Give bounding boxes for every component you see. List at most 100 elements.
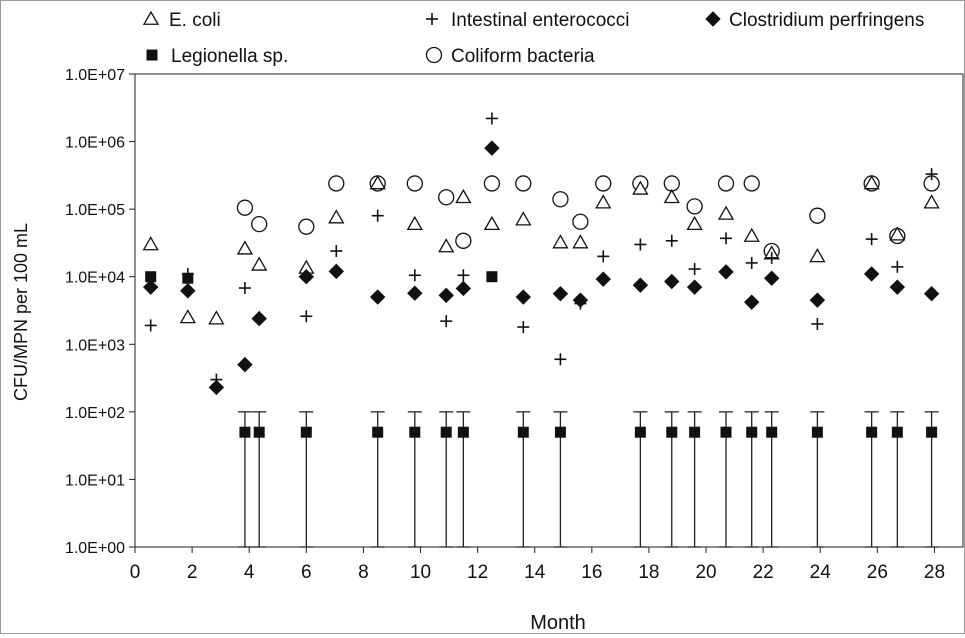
point-coliform-bacteria: [406, 175, 423, 192]
point-clostridium-perfringens: [515, 289, 532, 305]
point-clostridium-perfringens: [455, 280, 472, 297]
point-e-coli: [809, 248, 826, 263]
point-legionella-sp: [554, 426, 566, 438]
point-clostridium-perfringens: [369, 289, 386, 305]
point-legionella-sp: [145, 271, 157, 283]
legend-label: Intestinal enterococci: [451, 10, 630, 31]
point-coliform-bacteria: [663, 175, 680, 192]
point-clostridium-perfringens: [328, 263, 344, 280]
point-clostridium-perfringens: [923, 286, 940, 302]
point-legionella-sp: [666, 426, 678, 438]
point-legionella-sp: [634, 426, 646, 438]
point-legionella-sp: [253, 426, 265, 438]
point-legionella-sp: [926, 426, 938, 438]
point-e-coli: [142, 236, 159, 251]
point-clostridium-perfringens: [718, 264, 734, 280]
point-e-coli: [552, 234, 569, 249]
point-legionella-sp: [811, 426, 823, 438]
point-legionella-sp: [457, 426, 469, 438]
point-coliform-bacteria: [251, 215, 268, 233]
point-legionella-sp: [766, 426, 778, 438]
point-clostridium-perfringens: [595, 271, 611, 287]
x-tick-label: 20: [695, 562, 716, 583]
point-clostridium-perfringens: [763, 270, 780, 286]
point-coliform-bacteria: [743, 175, 760, 192]
point-e-coli: [483, 215, 501, 231]
point-clostridium-perfringens: [251, 310, 267, 327]
x-tick-label: 6: [301, 562, 312, 583]
plot-area: [134, 73, 964, 548]
point-clostridium-perfringens: [744, 294, 760, 310]
point-coliform-bacteria: [455, 232, 472, 249]
point-e-coli: [923, 194, 940, 209]
x-tick-label: 2: [187, 562, 198, 583]
point-intestinal-enterococci: [597, 250, 610, 263]
point-clostridium-perfringens: [572, 292, 589, 308]
point-e-coli: [572, 234, 589, 249]
legend-item: Intestinal enterococci: [426, 10, 630, 31]
point-clostridium-perfringens: [863, 266, 880, 282]
point-coliform-bacteria: [572, 213, 589, 230]
point-legionella-sp: [409, 426, 421, 438]
legend-item: Legionella sp.: [146, 46, 288, 67]
point-legionella-sp: [689, 426, 701, 438]
legend-item: Clostridium perfringens: [705, 10, 924, 31]
point-coliform-bacteria: [515, 175, 532, 192]
point-legionella-sp: [866, 426, 878, 438]
y-tick-label: 1.0E+04: [65, 270, 125, 287]
legend-label: E. coli: [169, 10, 221, 31]
x-tick-label: 22: [753, 562, 774, 583]
legend-item: Coliform bacteria: [425, 46, 595, 67]
point-legionella-sp: [746, 426, 758, 438]
x-tick-label: 0: [130, 562, 141, 583]
point-intestinal-enterococci: [765, 251, 778, 264]
point-e-coli: [179, 309, 196, 324]
x-tick-label: 4: [244, 562, 255, 583]
point-e-coli: [236, 240, 254, 255]
point-intestinal-enterococci: [457, 269, 470, 282]
point-e-coli: [515, 211, 532, 226]
x-tick-label: 16: [581, 562, 602, 583]
point-clostridium-perfringens: [686, 279, 703, 295]
y-tick-label: 1.0E+07: [65, 67, 125, 84]
point-intestinal-enterococci: [238, 282, 251, 295]
point-e-coli: [328, 209, 345, 224]
point-intestinal-enterococci: [745, 256, 758, 269]
point-coliform-bacteria: [717, 175, 735, 192]
legend-marker: [705, 11, 721, 27]
legend-label: Clostridium perfringens: [729, 10, 924, 31]
x-tick-label: 28: [924, 562, 945, 583]
point-intestinal-enterococci: [330, 245, 343, 258]
y-axis-title: CFU/MPN per 100 mL: [11, 223, 31, 401]
point-clostridium-perfringens: [438, 287, 454, 304]
point-clostridium-perfringens: [208, 379, 225, 396]
point-legionella-sp: [891, 426, 903, 438]
point-clostridium-perfringens: [180, 283, 196, 299]
point-coliform-bacteria: [552, 191, 569, 208]
legend-marker: [146, 49, 158, 61]
legend-marker: [142, 10, 160, 25]
point-clostridium-perfringens: [552, 286, 569, 302]
point-legionella-sp: [486, 271, 498, 283]
point-e-coli: [438, 238, 455, 253]
point-intestinal-enterococci: [891, 260, 904, 273]
point-coliform-bacteria: [236, 199, 254, 216]
point-e-coli: [455, 188, 472, 204]
point-e-coli: [663, 188, 680, 204]
y-tick-label: 1.0E+06: [65, 135, 125, 152]
point-intestinal-enterococci: [371, 209, 384, 222]
point-legionella-sp: [440, 426, 452, 438]
point-coliform-bacteria: [438, 189, 455, 206]
point-intestinal-enterococci: [925, 168, 938, 181]
point-coliform-bacteria: [483, 175, 501, 192]
x-tick-label: 10: [410, 562, 431, 583]
point-intestinal-enterococci: [144, 319, 157, 332]
x-tick-label: 14: [524, 562, 546, 583]
point-intestinal-enterococci: [665, 234, 678, 247]
point-e-coli: [406, 215, 423, 231]
point-clostridium-perfringens: [484, 140, 500, 156]
point-intestinal-enterococci: [688, 263, 701, 276]
point-coliform-bacteria: [328, 175, 345, 192]
point-legionella-sp: [372, 426, 384, 438]
